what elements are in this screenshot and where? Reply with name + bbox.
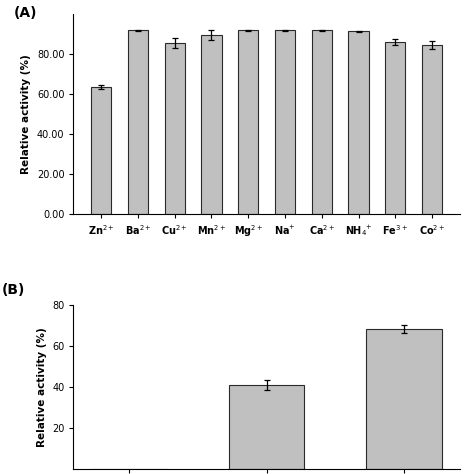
Bar [385,42,405,214]
Bar [238,30,258,214]
Y-axis label: Relative activity (%): Relative activity (%) [21,55,31,174]
Bar [91,87,111,214]
Bar [229,385,304,469]
Bar [164,43,185,214]
Bar [366,329,442,469]
Text: (B): (B) [2,283,26,297]
Bar [422,45,442,214]
Text: (A): (A) [14,6,37,20]
Bar [312,30,332,214]
Bar [348,31,369,214]
Y-axis label: Relative activity (%): Relative activity (%) [36,328,46,447]
Bar [201,35,221,214]
Bar [275,30,295,214]
Bar [128,30,148,214]
